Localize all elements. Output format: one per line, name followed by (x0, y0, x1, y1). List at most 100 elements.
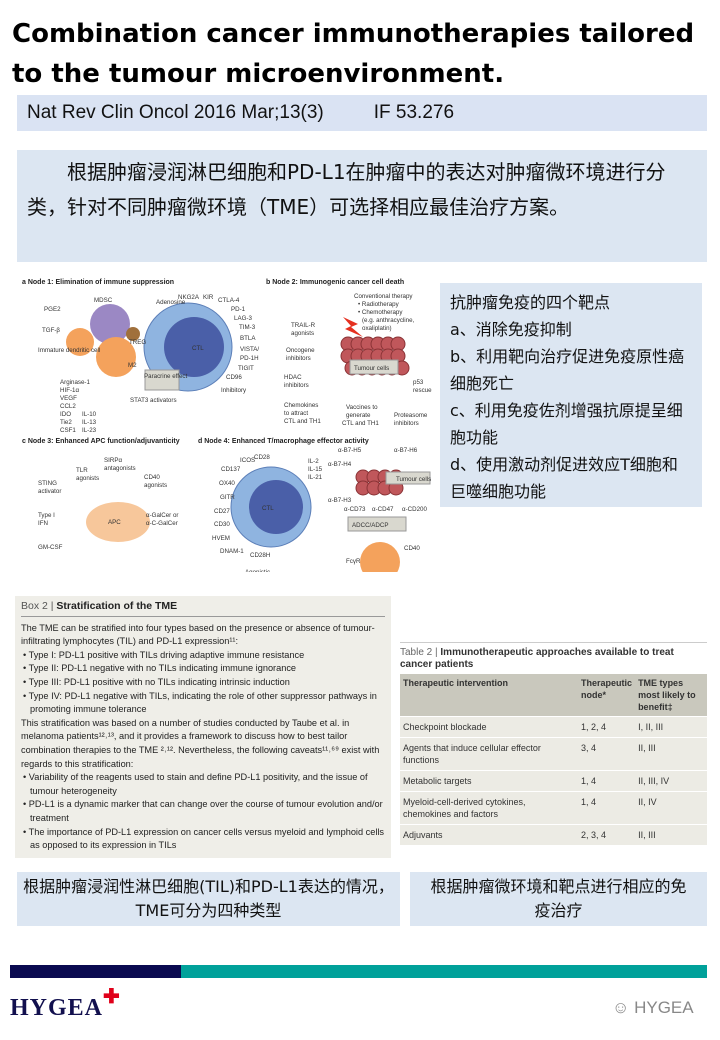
footer-bar-teal (181, 965, 707, 978)
figure-label: HIF-1α (60, 387, 79, 394)
figure-label: inhibitors (284, 382, 309, 389)
figure-label: STAT3 activators (130, 397, 177, 404)
figure-label: TIM-3 (239, 324, 256, 331)
cell-intervention: Metabolic targets (400, 770, 579, 792)
figure-label: TIGIT (238, 365, 254, 372)
cell-node: 3, 4 (578, 737, 636, 771)
figure-label: HDAC (284, 374, 302, 381)
journal-citation: Nat Rev Clin Oncol 2016 Mar;13(3) (27, 102, 324, 123)
figure-label: CSF1 (60, 427, 76, 434)
header-intervention: Therapeutic intervention (400, 674, 579, 717)
target-item: a、消除免疫抑制 (450, 320, 572, 339)
figure-label: BTLA (240, 335, 256, 342)
panel-title: a Node 1: Elimination of immune suppress… (22, 279, 174, 286)
figure-label: agonists (291, 330, 314, 337)
figure-label: MDSC (94, 297, 113, 304)
figure-label: Vaccines to (346, 404, 378, 411)
figure-label: inhibitors (286, 355, 311, 362)
figure-label: IL-13 (82, 419, 97, 426)
ctl-nucleus-d (249, 480, 303, 534)
figure-label: • Chemotherapy (358, 309, 403, 316)
wechat-watermark: ☺ HYGEA (612, 998, 694, 1018)
figure-label: Chemokines (284, 402, 318, 409)
figure-label: to attract (284, 410, 308, 417)
figure-label: ICOS (240, 457, 255, 464)
figure-label: CTL (192, 345, 204, 352)
ctl-nucleus-a (164, 317, 224, 377)
box2-title: Stratification of the TME (56, 600, 178, 612)
figure-label: GM-CSF (38, 544, 63, 551)
box2-paragraph: The TME can be stratified into four type… (21, 622, 375, 647)
figure-label: agonists (144, 482, 167, 489)
figure-label: ADCC/ADCP (352, 522, 388, 529)
figure-label: α-B7-H6 (394, 447, 418, 454)
figure-label: Adenosine (156, 299, 186, 306)
figure-label: activator (38, 488, 61, 495)
panel-title: c Node 3: Enhanced APC function/adjuvant… (22, 438, 180, 445)
target-item: d、使用激动剂促进效应T细胞和巨噬细胞功能 (450, 455, 678, 501)
apc-cell (86, 502, 150, 542)
figure-label: α-GalCer or (146, 512, 178, 519)
cell-node: 1, 2, 4 (578, 716, 636, 738)
wechat-icon: ☺ (612, 998, 635, 1017)
figure-label: Tie2 (60, 419, 72, 426)
cell-intervention: Checkpoint blockade (400, 716, 579, 738)
table-row: Myeloid-cell-derived cytokines, chemokin… (400, 791, 707, 825)
page-title: Combination cancer immunotherapies tailo… (12, 19, 695, 89)
caveat-item: • Variability of the reagents used to st… (23, 772, 368, 796)
tumour-label-box (349, 359, 399, 375)
immunotherapy-node-figure: a Node 1: Elimination of immune suppress… (22, 279, 432, 572)
figure-label: α-CD73 (344, 506, 366, 513)
target-item: c、利用免疫佐剂增强抗原提呈细胞功能 (450, 401, 683, 447)
cell-intervention: Myeloid-cell-derived cytokines, chemokin… (400, 791, 579, 825)
figure-label: LAG-3 (234, 315, 252, 322)
figure-label: IL-15 (308, 466, 323, 473)
cell-tme: II, IV (635, 791, 707, 825)
figure-label: M2 (128, 362, 137, 369)
figure-label: Tumour cells (354, 365, 389, 372)
figure-label: rescue (413, 387, 432, 394)
figure-label: HVEM (212, 535, 230, 542)
target-item: b、利用靶向治疗促进免疫原性癌细胞死亡 (450, 347, 685, 393)
type-item: • Type IV: PD-L1 negative with TILs, ind… (23, 690, 377, 715)
intro-text: 根据肿瘤浸润淋巴细胞和PD-L1在肿瘤中的表达对肿瘤微环境进行分类，针对不同肿瘤… (17, 150, 707, 262)
figure-label: α-CD200 (402, 506, 427, 513)
box2-stratification: Box 2 | Stratification of the TME The TM… (15, 596, 391, 858)
cell-intervention: Adjuvants (400, 824, 579, 845)
figure-label: α-B7-H3 (328, 497, 352, 504)
figure-label: • Radiotherapy (358, 301, 400, 308)
table2-label: Table 2 | (400, 647, 438, 658)
figure-label: DNAM-1 (220, 548, 244, 555)
box2-heading: Box 2 | Stratification of the TME (21, 600, 385, 617)
figure-label: CD28H (250, 552, 270, 559)
figure-label: agonists (76, 475, 99, 482)
figure-label: CTLA-4 (218, 297, 240, 304)
figure-label: Proteasome (394, 412, 428, 419)
figure-label: PD-1H (240, 355, 259, 362)
figure-label: PGE2 (44, 306, 61, 313)
figure-label: STING (38, 480, 57, 487)
figure-label: VEGF (60, 395, 77, 402)
tumour-label-box (385, 471, 431, 485)
cell-tme: I, II, III (635, 716, 707, 738)
figure-label: CTL (262, 505, 274, 512)
table-row: Adjuvants 2, 3, 4 II, III (400, 824, 707, 845)
targets-title: 抗肿瘤免疫的四个靶点 (450, 293, 611, 312)
figure-label: Paracrine effect (144, 373, 188, 380)
figure-label: CTL and TH1 (284, 418, 321, 425)
impact-factor: IF 53.276 (373, 102, 455, 123)
figure-label: CD28 (254, 454, 270, 461)
paracrine-box (144, 369, 180, 391)
figure-label: inhibitors (394, 420, 419, 427)
therapy-table: Therapeutic intervention Therapeutic nod… (400, 674, 707, 845)
figure-label: CTL and TH1 (342, 420, 379, 427)
dendritic-cell (66, 328, 94, 356)
figure-label: TRAIL-R (291, 322, 316, 329)
figure-label: IL-23 (82, 427, 97, 434)
figure-label: (e.g. anthracycline, (362, 317, 415, 324)
figure-label: GITR (220, 494, 235, 501)
bottom-left-box: 根据肿瘤浸润性淋巴细胞(TIL)和PD-L1表达的情况，TME可分为四种类型 (17, 872, 400, 926)
macrophage-cell (360, 542, 400, 572)
table-row: Metabolic targets 1, 4 II, III, IV (400, 770, 707, 792)
figure-label: APC (108, 519, 121, 526)
